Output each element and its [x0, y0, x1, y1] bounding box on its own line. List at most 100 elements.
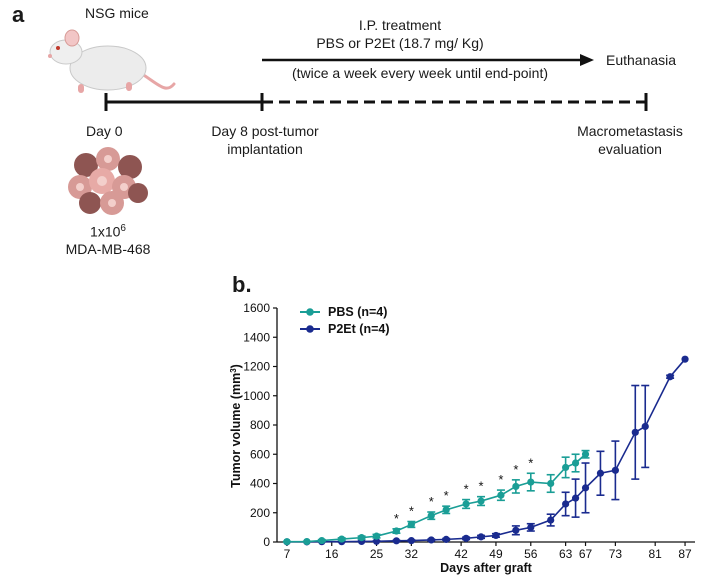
point-p2et-day-29 [392, 537, 401, 545]
x-tick-label-81: 81 [649, 547, 663, 561]
mouse-label: NSG mice [85, 5, 149, 21]
y-tick-label-1000: 1000 [243, 389, 270, 403]
point-p2et-day-73 [611, 466, 619, 474]
significance-star-day-29: * [394, 511, 399, 526]
cell-count: 1x106 [60, 223, 156, 240]
day8-label-line1: Day 8 post-tumor [211, 123, 319, 139]
point-p2et-day-39 [442, 535, 450, 543]
day8-label-line2: implantation [227, 141, 303, 157]
point-p2et-day-49 [492, 531, 500, 540]
legend-item-pbs: PBS (n=4) [300, 305, 387, 319]
y-ticks: 0 200 400 600 800 1000 1200 1400 1600 [243, 301, 277, 549]
cell-line-label: MDA-MB-468 [65, 241, 151, 257]
point-p2et-day-53 [512, 526, 520, 534]
point-pbs-day-25 [372, 532, 381, 540]
tumor-volume-chart: 0 200 400 600 800 1000 1200 1400 1600 7 16 25 32 42 4… [229, 301, 695, 575]
mouse-nose [48, 54, 52, 58]
y-tick-label-800: 800 [250, 418, 270, 432]
x-tick-label-16: 16 [325, 547, 339, 561]
significance-star-day-43: * [464, 482, 469, 497]
endpoint-label: Euthanasia [606, 52, 677, 68]
point-pbs-day-65 [571, 459, 580, 467]
chart-axes [276, 308, 695, 543]
point-pbs-day-67 [581, 450, 590, 458]
treatment-arrow [262, 54, 594, 66]
treatment-title: I.P. treatment [358, 17, 442, 33]
point-pbs-day-29 [392, 527, 401, 535]
point-p2et-day-63 [562, 500, 570, 508]
treatment-schedule: (twice a week every week until end-point… [291, 65, 548, 81]
y-axis-title: Tumor volume (mm3) [229, 364, 244, 488]
point-p2et-day-67 [581, 484, 590, 492]
point-pbs-day-32 [407, 520, 415, 529]
treatment-drug: PBS or P2Et (18.7 mg/ Kg) [316, 35, 484, 51]
legend-item-p2et: P2Et (n=4) [300, 322, 390, 336]
significance-star-day-39: * [444, 488, 449, 503]
point-pbs-day-46 [477, 497, 485, 505]
significance-star-day-50: * [498, 472, 503, 487]
y-tick-label-1600: 1600 [243, 301, 270, 315]
macro-label-line2: evaluation [598, 141, 662, 157]
y-tick-label-200: 200 [250, 506, 270, 520]
legend-marker-pbs [306, 308, 314, 316]
x-tick-label-63: 63 [559, 547, 573, 561]
tumor-cell-cluster [68, 147, 148, 215]
point-p2et-day-60 [547, 516, 555, 524]
point-p2et-day-65 [571, 494, 580, 502]
y-tick-label-400: 400 [250, 477, 270, 491]
point-p2et-day-87 [681, 355, 689, 363]
point-p2et-day-46 [477, 533, 485, 541]
point-p2et-day-84 [666, 373, 674, 381]
x-ticks: 7 16 25 32 42 49 56 63 67 73 81 87 [284, 542, 692, 561]
legend-marker-p2et [306, 325, 314, 333]
day0-label: Day 0 [86, 123, 123, 139]
significance-star-day-32: * [409, 504, 414, 519]
series-pbs [282, 449, 590, 546]
mouse-eye [56, 46, 60, 50]
mouse-leg-front [78, 84, 84, 93]
timeline [104, 93, 648, 111]
significance-star-day-53: * [513, 462, 518, 477]
mouse-tail [140, 72, 176, 90]
x-tick-label-7: 7 [284, 547, 291, 561]
significance-star-day-46: * [478, 479, 483, 494]
series-p2et [283, 355, 689, 546]
mouse-body [69, 45, 147, 91]
y-tick-label-0: 0 [263, 535, 270, 549]
point-pbs-day-36 [427, 512, 435, 520]
point-pbs-day-50 [497, 491, 505, 499]
point-pbs-day-11 [303, 537, 311, 546]
y-tick-label-1400: 1400 [243, 330, 270, 344]
x-tick-label-67: 67 [579, 547, 593, 561]
y-tick-label-600: 600 [250, 447, 270, 461]
point-pbs-day-43 [462, 500, 470, 508]
cell-count-exponent: 6 [120, 223, 126, 234]
point-pbs-day-39 [442, 506, 450, 514]
x-tick-label-25: 25 [370, 547, 384, 561]
point-pbs-day-56 [527, 478, 535, 486]
point-pbs-day-14 [318, 536, 326, 545]
point-p2et-day-43 [462, 534, 470, 542]
cell-count-base: 1x10 [90, 223, 121, 240]
point-p2et-day-36 [427, 536, 435, 544]
mouse-leg-back [126, 82, 132, 91]
point-pbs-day-22 [357, 534, 366, 542]
point-p2et-day-25 [372, 537, 381, 545]
x-tick-label-49: 49 [489, 547, 503, 561]
point-pbs-day-7 [283, 538, 291, 546]
significance-star-day-56: * [528, 455, 533, 470]
point-pbs-day-60 [547, 479, 555, 488]
point-pbs-day-63 [562, 463, 570, 472]
legend: PBS (n=4) P2Et (n=4) [300, 305, 390, 336]
point-pbs-day-18 [338, 535, 346, 543]
point-pbs-day-53 [512, 482, 520, 491]
y-tick-label-1200: 1200 [243, 360, 270, 374]
series-layer [282, 355, 689, 546]
x-tick-label-73: 73 [609, 547, 623, 561]
legend-label-p2et: P2Et (n=4) [328, 322, 390, 336]
point-p2et-day-79 [641, 422, 649, 431]
x-tick-label-56: 56 [524, 547, 538, 561]
x-tick-label-42: 42 [454, 547, 468, 561]
mouse-illustration [48, 29, 176, 93]
mouse-ear [64, 29, 80, 47]
